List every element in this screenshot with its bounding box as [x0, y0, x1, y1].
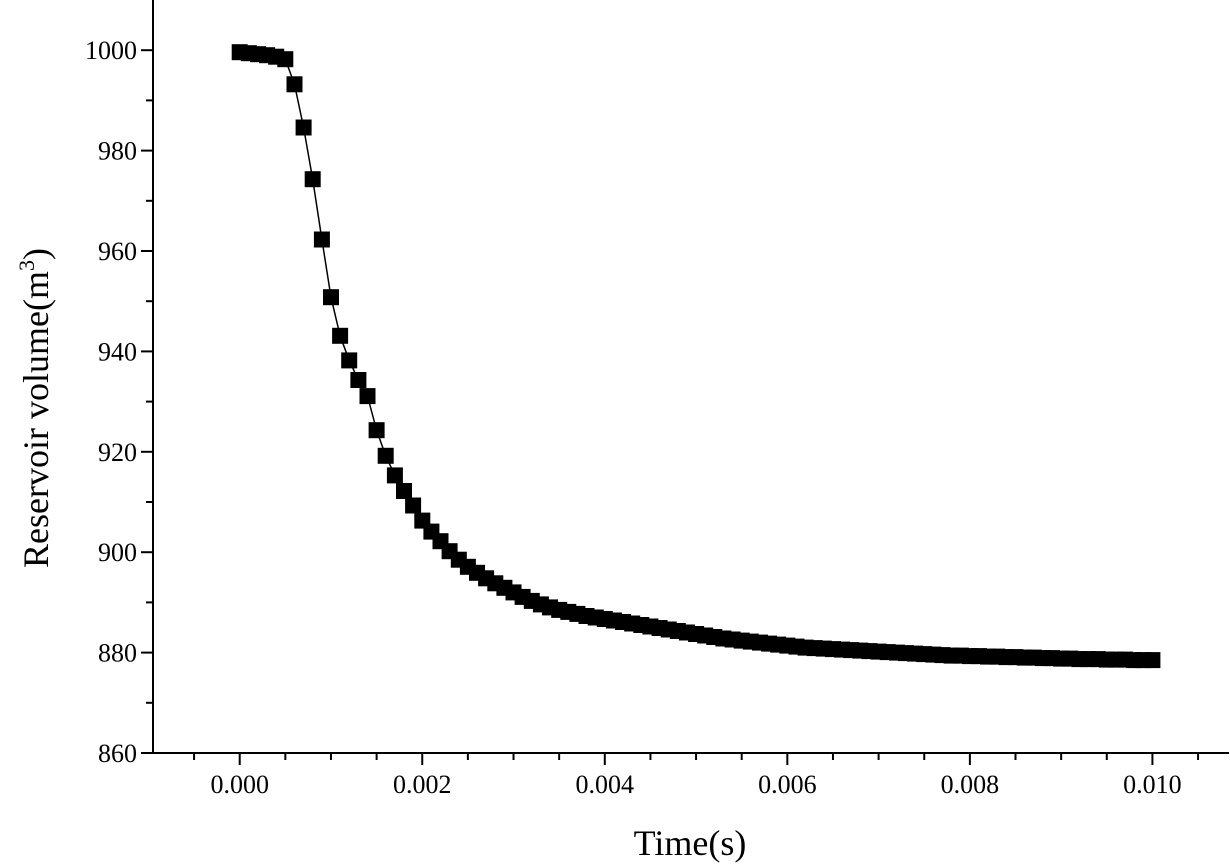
data-point: [386, 467, 403, 484]
data-point: [377, 447, 394, 464]
y-tick-label: 880: [98, 639, 137, 668]
y-tick-label: 920: [98, 438, 137, 467]
y-tick-label: 900: [98, 538, 137, 567]
y-axis-title-superscript: 3: [14, 260, 39, 271]
axes: [152, 0, 1229, 754]
data-point: [277, 51, 294, 68]
data-point: [341, 352, 358, 369]
data-point: [332, 327, 349, 344]
y-axis-title: Reservoir volume(m3): [14, 248, 56, 568]
data-point: [323, 289, 339, 306]
y-tick-label: 940: [98, 337, 137, 366]
x-tick-label: 0.004: [576, 770, 635, 799]
series-markers: [231, 44, 1161, 669]
series-line-group: [239, 51, 1153, 661]
x-tick-label: 0.010: [1123, 770, 1182, 799]
data-point: [1144, 652, 1161, 669]
data-point: [359, 388, 376, 405]
data-point: [396, 483, 412, 499]
x-tick-label: 0.006: [758, 770, 817, 799]
y-tick-labels: 860 880 900 920 940 960 980 1000: [85, 36, 137, 768]
y-ticks: [141, 49, 153, 754]
data-point: [368, 422, 385, 439]
x-tick-labels: 0.000 0.002 0.004 0.006 0.008 0.010: [210, 770, 1181, 799]
data-point: [295, 119, 312, 136]
x-axis-title: Time(s): [634, 823, 747, 863]
y-tick-label: 980: [98, 137, 137, 166]
data-point: [304, 171, 321, 188]
x-tick-label: 0.000: [210, 770, 269, 799]
y-tick-label: 960: [98, 237, 137, 266]
x-tick-label: 0.008: [941, 770, 1000, 799]
y-axis-title-main: Reservoir volume(m: [16, 271, 56, 568]
data-point: [313, 231, 330, 248]
y-tick-label: 860: [98, 739, 137, 768]
x-tick-label: 0.002: [393, 770, 452, 799]
series-line: [239, 51, 1153, 661]
data-point: [350, 372, 367, 388]
y-axis-title-close: ): [16, 248, 56, 260]
data-point: [286, 76, 303, 93]
x-ticks: [193, 753, 1200, 765]
y-tick-label: 1000: [85, 36, 137, 65]
data-point: [405, 497, 422, 514]
